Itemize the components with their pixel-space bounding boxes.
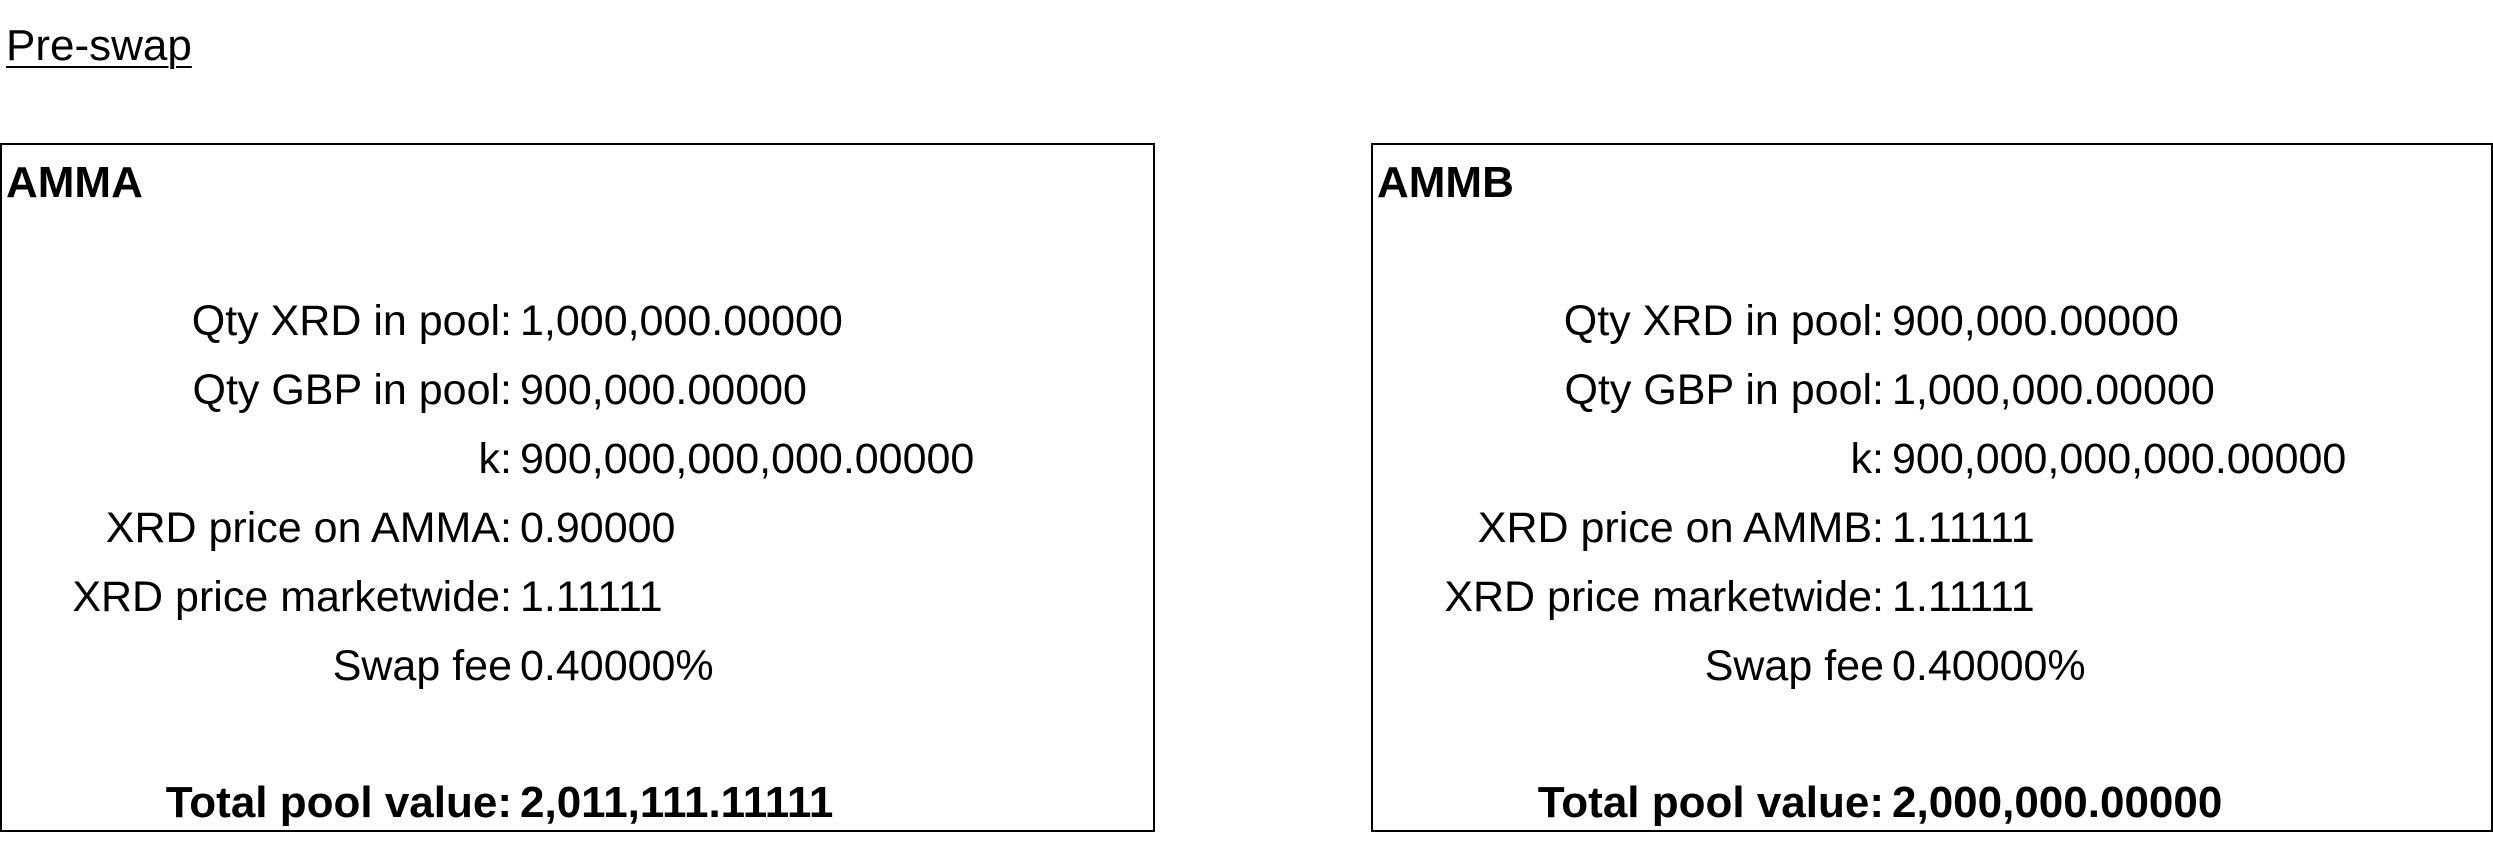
row-value: 1.11111: [1892, 504, 2035, 552]
pool-row-xrd-price-marketwide: XRD price marketwide: 1.11111: [2, 567, 1153, 627]
row-value: 0.40000%: [520, 642, 714, 690]
row-value: 1,000,000.00000: [520, 297, 843, 345]
total-value: 2,000,000.00000: [1892, 778, 2223, 827]
row-value: 1,000,000.00000: [1892, 366, 2215, 414]
row-value: 900,000,000,000.00000: [1892, 435, 2347, 483]
row-value: 1.11111: [520, 573, 663, 621]
total-label: Total pool value:: [1537, 778, 1884, 827]
pool-row-swap-fee: Swap fee 0.40000%: [1373, 636, 2491, 696]
pool-row-xrd-price-marketwide: XRD price marketwide: 1.11111: [1373, 567, 2491, 627]
pool-title: AMMB: [1377, 158, 1514, 207]
pool-title: AMMA: [6, 158, 143, 207]
row-label: Qty XRD in pool:: [191, 297, 512, 345]
row-label: XRD price marketwide:: [1444, 573, 1884, 621]
pool-row-k: k: 900,000,000,000.00000: [1373, 429, 2491, 489]
total-value: 2,011,111.11111: [520, 778, 834, 827]
pool-row-xrd-price-pool: XRD price on AMMB: 1.11111: [1373, 498, 2491, 558]
pool-row-swap-fee: Swap fee 0.40000%: [2, 636, 1153, 696]
pool-panel-ammb: AMMB Qty XRD in pool: 900,000.00000 Qty …: [1371, 143, 2493, 832]
row-label: Swap fee: [332, 642, 512, 690]
row-label: XRD price marketwide:: [72, 573, 512, 621]
total-label: Total pool value:: [165, 778, 512, 827]
pool-row-total-value: Total pool value: 2,011,111.11111: [2, 775, 1153, 831]
row-label: Qty XRD in pool:: [1563, 297, 1884, 345]
row-label: k:: [478, 435, 512, 483]
pool-row-xrd-price-pool: XRD price on AMMA: 0.90000: [2, 498, 1153, 558]
row-label: Qty GBP in pool:: [1564, 366, 1884, 414]
row-value: 900,000,000,000.00000: [520, 435, 975, 483]
row-value: 0.90000: [520, 504, 676, 552]
row-label: k:: [1850, 435, 1884, 483]
pool-row-total-value: Total pool value: 2,000,000.00000: [1373, 775, 2491, 831]
row-label: Qty GBP in pool:: [192, 366, 512, 414]
pool-row-qty-xrd: Qty XRD in pool: 900,000.00000: [1373, 291, 2491, 351]
pool-row-k: k: 900,000,000,000.00000: [2, 429, 1153, 489]
pool-row-qty-xrd: Qty XRD in pool: 1,000,000.00000: [2, 291, 1153, 351]
row-value: 1.11111: [1892, 573, 2035, 621]
section-heading: Pre-swap: [6, 21, 192, 70]
row-label: Swap fee: [1704, 642, 1884, 690]
pool-row-qty-gbp: Qty GBP in pool: 900,000.00000: [2, 360, 1153, 420]
row-label: XRD price on AMMB:: [1477, 504, 1884, 552]
row-value: 900,000.00000: [520, 366, 807, 414]
pool-panel-amma: AMMA Qty XRD in pool: 1,000,000.00000 Qt…: [0, 143, 1155, 832]
row-label: XRD price on AMMA:: [105, 504, 512, 552]
row-value: 0.40000%: [1892, 642, 2086, 690]
row-value: 900,000.00000: [1892, 297, 2179, 345]
pool-row-qty-gbp: Qty GBP in pool: 1,000,000.00000: [1373, 360, 2491, 420]
